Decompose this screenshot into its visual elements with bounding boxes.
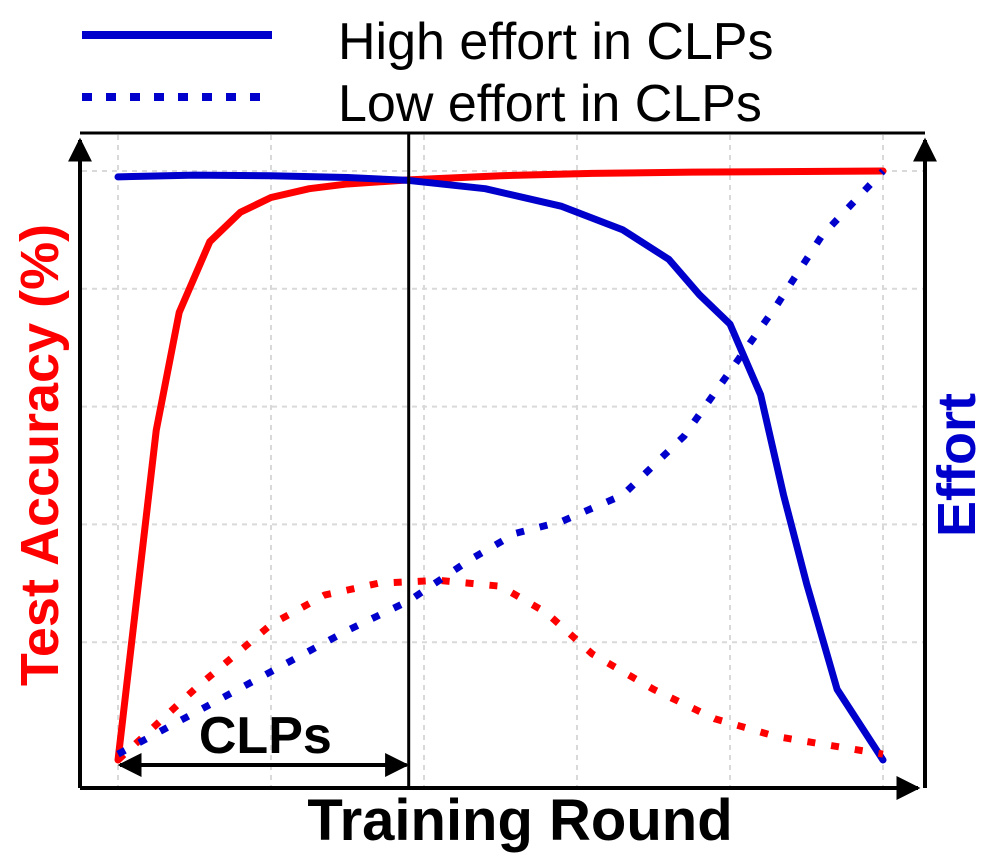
grid bbox=[82, 135, 923, 786]
clp-annotation: CLPs bbox=[117, 133, 411, 788]
clp-label: CLPs bbox=[199, 707, 332, 765]
y-axis-label-left: Test Accuracy (%) bbox=[10, 224, 70, 686]
low-effort-accuracy-line bbox=[115, 576, 884, 763]
y-axis-label-right: Effort bbox=[927, 393, 987, 537]
plot-frame bbox=[68, 131, 937, 800]
legend-high-label: High effort in CLPs bbox=[338, 13, 773, 71]
low-effort-effort-line bbox=[116, 168, 886, 758]
high-effort-accuracy-line bbox=[114, 167, 887, 764]
legend: High effort in CLPs Low effort in CLPs bbox=[82, 13, 773, 133]
legend-low-label: Low effort in CLPs bbox=[338, 75, 762, 133]
high-effort-effort-line bbox=[114, 171, 887, 764]
series-group bbox=[114, 167, 887, 764]
x-axis-label: Training Round bbox=[307, 788, 732, 853]
